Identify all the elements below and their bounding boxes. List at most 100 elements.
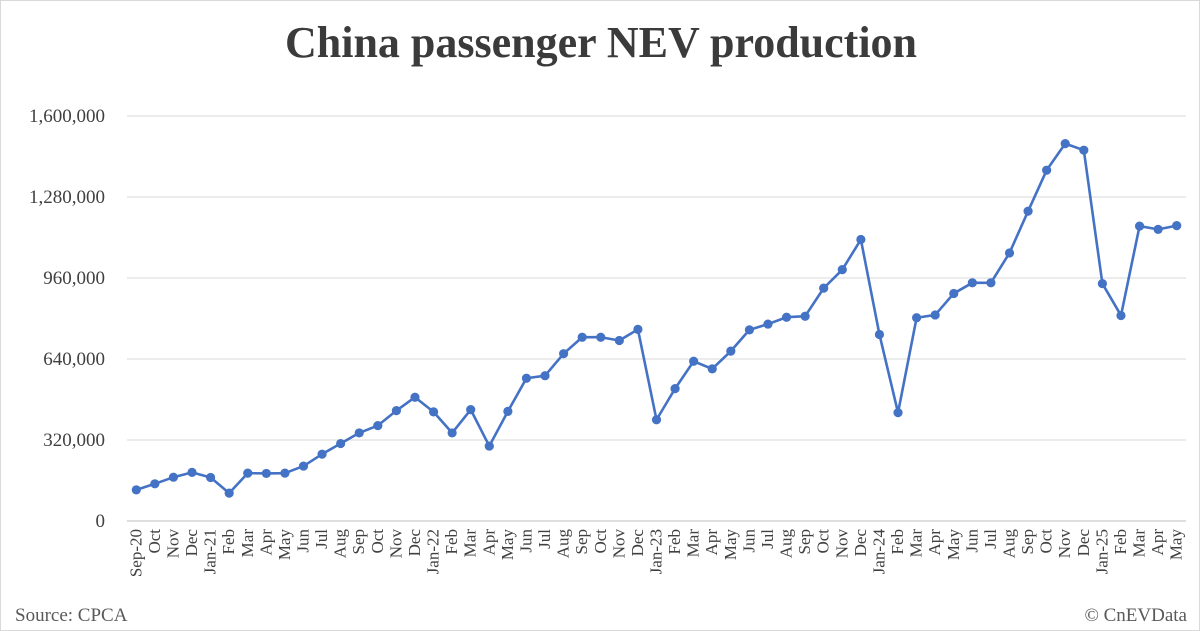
x-tick-label: Dec bbox=[182, 529, 201, 557]
data-point bbox=[131, 485, 141, 495]
data-point bbox=[1023, 206, 1033, 216]
x-tick-label: Mar bbox=[684, 529, 703, 558]
data-point bbox=[1172, 221, 1182, 231]
data-point bbox=[837, 265, 847, 275]
x-tick-label: Oct bbox=[1037, 529, 1056, 554]
x-tick-label: Nov bbox=[1055, 529, 1074, 559]
y-tick-label: 640,000 bbox=[43, 349, 105, 370]
x-tick-label: Nov bbox=[609, 529, 628, 559]
data-point bbox=[633, 324, 643, 334]
data-point bbox=[577, 332, 587, 342]
data-point bbox=[280, 468, 290, 478]
data-point bbox=[428, 407, 439, 417]
data-point bbox=[763, 319, 773, 329]
y-tick-label: 0 bbox=[96, 511, 106, 532]
x-tick-label: Sep-20 bbox=[126, 529, 145, 577]
data-point bbox=[651, 415, 662, 425]
data-point bbox=[521, 373, 532, 383]
x-tick-label: Jul bbox=[535, 529, 554, 549]
data-point bbox=[707, 364, 717, 374]
x-tick-label: Apr bbox=[702, 529, 721, 556]
data-point bbox=[781, 312, 792, 322]
data-point bbox=[317, 449, 327, 459]
source-note: Source: CPCA bbox=[15, 605, 128, 626]
data-point bbox=[373, 420, 383, 431]
x-tick-label: Feb bbox=[665, 529, 684, 555]
x-tick-label: Jun bbox=[962, 529, 981, 553]
copyright-note: © CnEVData bbox=[1084, 605, 1187, 626]
data-point bbox=[298, 461, 309, 471]
data-point bbox=[1004, 248, 1015, 258]
data-point bbox=[503, 406, 513, 416]
x-tick-label: Aug bbox=[554, 529, 573, 559]
x-tick-label: Jul bbox=[312, 529, 331, 549]
x-tick-label: Feb bbox=[1111, 529, 1130, 555]
data-point bbox=[1079, 145, 1089, 155]
data-point bbox=[224, 488, 234, 498]
data-point bbox=[596, 332, 606, 342]
data-point bbox=[1153, 224, 1163, 234]
data-point bbox=[856, 234, 866, 245]
data-point bbox=[670, 384, 680, 394]
y-tick-label: 1,280,000 bbox=[29, 187, 105, 208]
data-point bbox=[1097, 278, 1107, 289]
x-tick-label: Apr bbox=[256, 529, 275, 556]
data-point bbox=[336, 438, 346, 449]
data-point bbox=[559, 349, 569, 359]
x-tick-label: May bbox=[275, 529, 294, 561]
x-tick-label: May bbox=[498, 529, 517, 561]
data-point bbox=[206, 472, 216, 483]
x-tick-label: Sep bbox=[795, 529, 814, 555]
data-point bbox=[466, 405, 476, 415]
data-point bbox=[540, 371, 550, 381]
x-tick-label: Feb bbox=[888, 529, 907, 555]
x-tick-label: Aug bbox=[1000, 529, 1019, 559]
x-tick-label: Nov bbox=[832, 529, 851, 559]
x-axis-ticks: Sep-20 Oct Nov Dec Jan-21 Feb Mar Apr May Jun Jul A… bbox=[126, 529, 1185, 578]
x-tick-label: Apr bbox=[1148, 529, 1167, 556]
data-point bbox=[391, 406, 401, 416]
x-tick-label: Aug bbox=[777, 529, 796, 559]
x-tick-label: Mar bbox=[461, 529, 480, 558]
data-point bbox=[874, 329, 885, 340]
x-tick-label: Dec bbox=[1074, 529, 1093, 557]
data-point bbox=[447, 428, 457, 438]
data-point bbox=[187, 467, 197, 477]
data-point bbox=[168, 472, 179, 482]
y-axis-ticks: 0 320,000 640,000 960,000 1,280,000 1,600,000 bbox=[29, 106, 105, 532]
data-point bbox=[893, 408, 903, 418]
x-tick-label: Sep bbox=[572, 529, 591, 555]
x-tick-label: May bbox=[1167, 529, 1186, 561]
x-tick-label: Jun bbox=[739, 529, 758, 553]
series-line bbox=[135, 142, 1177, 495]
data-point bbox=[261, 468, 271, 479]
data-point bbox=[912, 313, 922, 323]
x-tick-label: Oct bbox=[591, 529, 610, 554]
data-point bbox=[354, 428, 364, 438]
data-point bbox=[800, 311, 810, 321]
x-tick-label: Oct bbox=[145, 529, 164, 554]
data-point bbox=[930, 310, 940, 320]
series-production bbox=[131, 138, 1182, 498]
x-tick-label: Dec bbox=[405, 529, 424, 557]
x-tick-label: Jan-23 bbox=[647, 529, 666, 574]
x-tick-label: Apr bbox=[925, 529, 944, 556]
data-point bbox=[967, 278, 977, 288]
x-tick-label: Jan-21 bbox=[201, 529, 220, 574]
data-point bbox=[150, 479, 160, 489]
y-tick-label: 960,000 bbox=[43, 268, 105, 289]
data-point bbox=[689, 356, 699, 366]
data-point bbox=[726, 346, 736, 356]
x-tick-label: Apr bbox=[479, 529, 498, 556]
x-tick-label: Feb bbox=[442, 529, 461, 555]
data-point bbox=[949, 288, 959, 299]
data-point bbox=[614, 335, 624, 346]
data-point bbox=[410, 392, 420, 402]
x-tick-label: Nov bbox=[163, 529, 182, 559]
x-tick-label: Dec bbox=[851, 529, 870, 557]
x-tick-label: Jan-22 bbox=[424, 529, 443, 574]
data-point bbox=[243, 468, 253, 478]
data-point bbox=[1134, 221, 1145, 231]
